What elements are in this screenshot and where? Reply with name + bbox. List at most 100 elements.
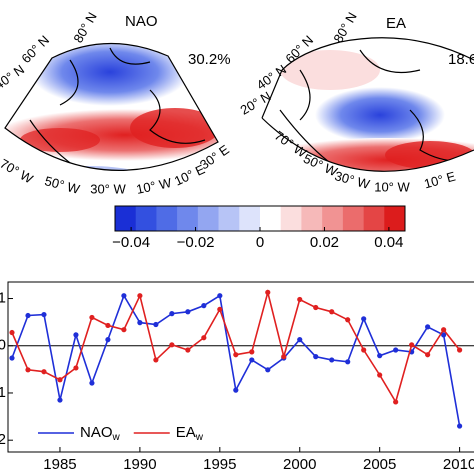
lon-label: 10° E: [422, 169, 457, 192]
colorbar-tick-label: −0.04: [112, 234, 150, 251]
colorbar-cell: [280, 206, 302, 231]
colorbar-cell: [135, 206, 157, 231]
plot-frame: [7, 281, 474, 453]
series-point: [217, 306, 223, 312]
y-tick-label: -2: [0, 431, 6, 448]
lat-label: 60° N: [18, 32, 52, 66]
x-tick-label: 2000: [283, 456, 316, 473]
series-point: [377, 353, 383, 359]
series-point: [121, 293, 127, 299]
series-point: [169, 311, 175, 317]
colorbar-cell: [197, 206, 219, 231]
series-point: [9, 355, 15, 361]
series-point: [233, 352, 239, 358]
series-point: [73, 332, 79, 338]
colorbar-cell: [239, 206, 261, 231]
lon-label: 50° W: [43, 173, 82, 197]
series-point: [329, 357, 335, 363]
map-variance: 18.6: [448, 51, 474, 68]
lon-label: 70° W: [0, 156, 36, 187]
series-point: [345, 359, 351, 365]
series-point: [393, 399, 399, 405]
series-point: [153, 357, 159, 363]
series-point: [377, 372, 383, 378]
x-tick-label: 2010: [443, 456, 474, 473]
series-point: [425, 324, 431, 330]
series-point: [73, 365, 79, 371]
series-point: [297, 296, 303, 303]
series-point: [185, 347, 191, 353]
series-point: [9, 329, 15, 336]
x-tick-label: 1995: [203, 456, 236, 473]
colorbar: −0.04 −0.02 0 0.02 0.04: [112, 205, 406, 251]
series-point: [121, 327, 127, 333]
series-point: [153, 321, 159, 328]
series-point: [137, 293, 143, 299]
y-tick-label: -1: [0, 384, 6, 401]
series-point: [345, 317, 351, 323]
series-point: [329, 309, 335, 315]
x-tick-label: 1990: [123, 456, 156, 473]
colorbar-tick-label: 0.02: [310, 234, 339, 251]
series-point: [105, 322, 111, 329]
map-variance: 30.2%: [188, 51, 231, 68]
series-point: [249, 349, 255, 355]
lat-label: 40° N: [0, 62, 27, 93]
series-point: [201, 335, 207, 341]
series-point: [57, 377, 63, 383]
series-line: [11, 293, 461, 427]
series-point: [105, 337, 111, 343]
x-tick-label: 1985: [43, 456, 76, 473]
series-point: [393, 347, 399, 353]
colorbar-cell: [115, 206, 137, 231]
lon-label: 30° W: [333, 168, 372, 192]
series-point: [361, 316, 367, 322]
series-point: [441, 327, 447, 333]
series-point: [41, 311, 47, 318]
legend-label: NAOw: [80, 424, 121, 443]
map-title: NAO: [125, 13, 158, 30]
series-point: [409, 342, 415, 348]
series-point: [25, 312, 31, 319]
series-point: [441, 332, 447, 338]
series-point: [233, 387, 239, 393]
series-point: [313, 304, 319, 311]
series-point: [185, 309, 191, 315]
time-series: -2 -1 0 1 1985 1990 1995 2000 2005 2010 NAOw EAw: [0, 281, 474, 473]
colorbar-tick-label: 0.04: [374, 234, 403, 251]
series-point: [57, 397, 63, 403]
colorbar-tick-label: −0.02: [177, 234, 215, 251]
lat-label: 80° N: [70, 10, 99, 46]
series-point: [457, 347, 463, 353]
colorbar-cell: [301, 206, 323, 231]
colorbar-cell: [384, 206, 406, 231]
y-tick-label: 1: [0, 289, 6, 306]
series-point: [425, 352, 431, 358]
colorbar-cell: [218, 206, 240, 231]
x-tick-label: 2005: [363, 456, 396, 473]
colorbar-cell: [177, 206, 199, 231]
colorbar-cell: [363, 206, 385, 231]
colorbar-tick-label: 0: [256, 234, 264, 251]
series-point: [41, 369, 47, 375]
series-point: [265, 367, 271, 373]
series-point: [457, 423, 463, 429]
series-point: [249, 357, 255, 363]
colorbar-cell: [342, 206, 364, 231]
series-point: [281, 354, 287, 360]
series-point: [313, 354, 319, 360]
series-point: [265, 289, 271, 295]
lon-label: 10° W: [374, 179, 410, 194]
y-tick-label: 0: [0, 337, 6, 354]
colorbar-cell: [322, 206, 344, 231]
legend-label: EAw: [176, 424, 204, 443]
series-point: [137, 320, 143, 326]
colorbar-cell: [156, 206, 178, 231]
series-point: [89, 380, 95, 386]
series-point: [361, 347, 367, 353]
series-point: [201, 303, 207, 309]
colorbar-cell: [260, 206, 282, 231]
map-title: EA: [386, 15, 406, 32]
lon-label: 10° W: [135, 175, 174, 197]
